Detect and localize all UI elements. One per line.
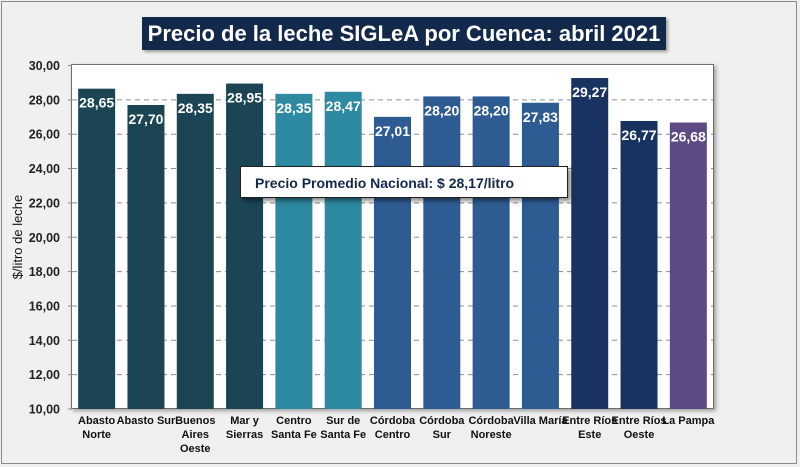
x-tick-label: Villa María: [513, 415, 568, 427]
x-tick-label: Noreste: [471, 429, 512, 441]
x-tick-label: Santa Fe: [271, 429, 317, 441]
value-label: 28,35: [178, 100, 213, 116]
bar: [78, 88, 116, 409]
value-label: 26,68: [671, 129, 706, 145]
value-label: 28,20: [474, 102, 509, 118]
x-tick-label: Oeste: [624, 429, 655, 441]
bar: [423, 96, 461, 409]
bar: [324, 91, 362, 410]
value-label: 27,70: [128, 111, 163, 127]
value-label: 26,77: [622, 127, 657, 143]
bar: [275, 93, 313, 410]
x-tick-label: Norte: [82, 429, 111, 441]
x-tick-label: Aires: [182, 429, 210, 441]
y-tick-label: 28,00: [29, 93, 60, 107]
bar: [571, 78, 609, 409]
x-tick-label: Córdoba: [370, 415, 416, 427]
y-tick-label: 14,00: [29, 334, 60, 348]
y-axis-ticks: 10,00 12,00 14,00 16,00 18,00 20,00 22,00 24,00…: [29, 59, 72, 417]
value-label: 29,27: [572, 84, 607, 100]
y-tick-label: 24,00: [29, 162, 60, 176]
x-tick-label: Abasto Sur: [117, 415, 176, 427]
x-tick-label: Buenos: [175, 415, 215, 427]
bar: [620, 120, 658, 409]
y-axis-label: $/litro de leche: [10, 195, 25, 280]
x-tick-label: Santa Fe: [320, 429, 366, 441]
bar: [176, 93, 214, 410]
x-tick-label: Sierras: [226, 429, 263, 441]
x-tick-label: Córdoba: [419, 415, 465, 427]
x-axis-labels: Abasto Norte Abasto Sur Buenos Aires Oeste Mar…: [78, 415, 715, 455]
y-tick-label: 22,00: [29, 196, 60, 210]
y-tick-label: 26,00: [29, 128, 60, 142]
x-tick-label: Entre Ríos: [612, 415, 667, 427]
value-label: 28,65: [79, 95, 114, 111]
x-tick-label: Mar y: [230, 415, 260, 427]
y-tick-label: 18,00: [29, 265, 60, 279]
x-tick-label: Centro: [276, 415, 312, 427]
x-tick-label: Centro: [375, 429, 411, 441]
x-tick-label: Córdoba: [468, 415, 514, 427]
value-labels: 28,65 27,70 28,35 28,95 28,35 28,47 27,01 28,20…: [79, 84, 706, 144]
value-label: 28,35: [276, 100, 311, 116]
chart-title: Precio de la leche SIGLeA por Cuenca: ab…: [142, 17, 666, 50]
x-tick-label: Abasto: [78, 415, 116, 427]
value-label: 27,01: [375, 123, 410, 139]
value-label: 28,47: [326, 98, 361, 114]
bars: [78, 78, 707, 410]
x-tick-label: Entre Ríos: [562, 415, 617, 427]
bar: [226, 83, 264, 409]
value-label: 27,83: [523, 109, 558, 125]
y-tick-label: 30,00: [29, 59, 60, 73]
y-tick-label: 10,00: [29, 403, 60, 417]
bar: [472, 96, 510, 409]
y-tick-label: 16,00: [29, 299, 60, 313]
value-label: 28,20: [424, 102, 459, 118]
x-tick-label: Sur de: [326, 415, 360, 427]
national-average-callout: Precio Promedio Nacional: $ 28,17/litro: [240, 166, 568, 198]
x-tick-label: Sur: [433, 429, 452, 441]
bar: [374, 116, 411, 410]
bar: [127, 105, 165, 409]
y-tick-label: 12,00: [29, 368, 60, 382]
bar: [521, 102, 559, 410]
bar: [669, 122, 707, 410]
x-tick-label: Este: [578, 429, 601, 441]
x-tick-label: La Pampa: [662, 415, 715, 427]
x-tick-label: Oeste: [180, 443, 211, 455]
value-label: 28,95: [227, 90, 262, 106]
y-tick-label: 20,00: [29, 231, 60, 245]
